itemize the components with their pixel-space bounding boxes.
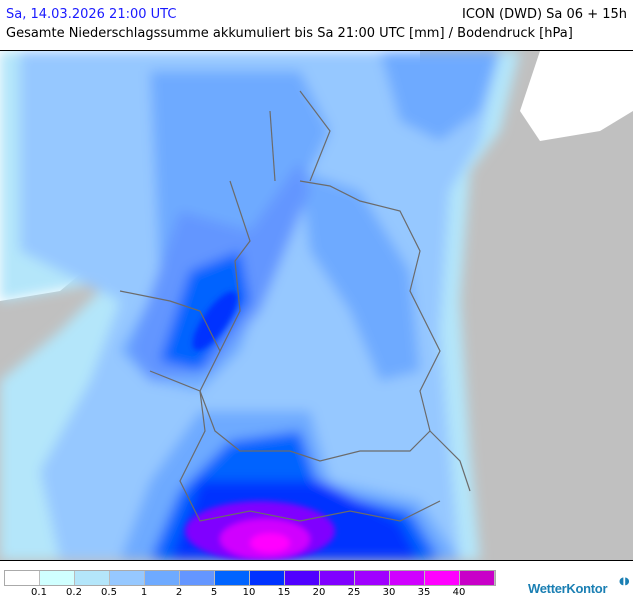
logo-icon: ◖◗ [619,576,630,587]
precipitation-field [0,51,633,560]
precipitation-map[interactable] [0,50,633,561]
country-borders [119,90,471,522]
map-subtitle: Gesamte Niederschlagssumme akkumuliert b… [6,26,573,41]
legend-label: 35 [417,587,431,598]
legend-swatch [460,571,495,585]
legend-swatch [250,571,285,585]
legend-swatch [320,571,355,585]
legend-swatch [425,571,460,585]
legend-label: 10 [242,587,256,598]
legend-swatch [110,571,145,585]
legend-label: 40 [452,587,466,598]
wetterkontor-logo: WetterKontor [528,581,608,596]
legend-label: 15 [277,587,291,598]
legend-label: 0.2 [66,587,82,598]
legend-label: 0.5 [101,587,117,598]
legend-label: 5 [210,587,218,598]
legend-label: 2 [175,587,183,598]
legend-swatch [285,571,320,585]
precipitation-legend [4,570,496,586]
legend-swatch [180,571,215,585]
legend-label: 0.1 [31,587,47,598]
legend-swatch [75,571,110,585]
model-run: ICON (DWD) Sa 06 + 15h [462,7,627,22]
legend-swatch [145,571,180,585]
legend-swatch [5,571,40,585]
legend-label: 30 [382,587,396,598]
legend-label: 20 [312,587,326,598]
legend-swatch [390,571,425,585]
legend-swatch [355,571,390,585]
valid-time: Sa, 14.03.2026 21:00 UTC [6,7,177,22]
legend-label: 1 [140,587,148,598]
legend-label: 25 [347,587,361,598]
legend-swatch [215,571,250,585]
legend-swatch [40,571,75,585]
